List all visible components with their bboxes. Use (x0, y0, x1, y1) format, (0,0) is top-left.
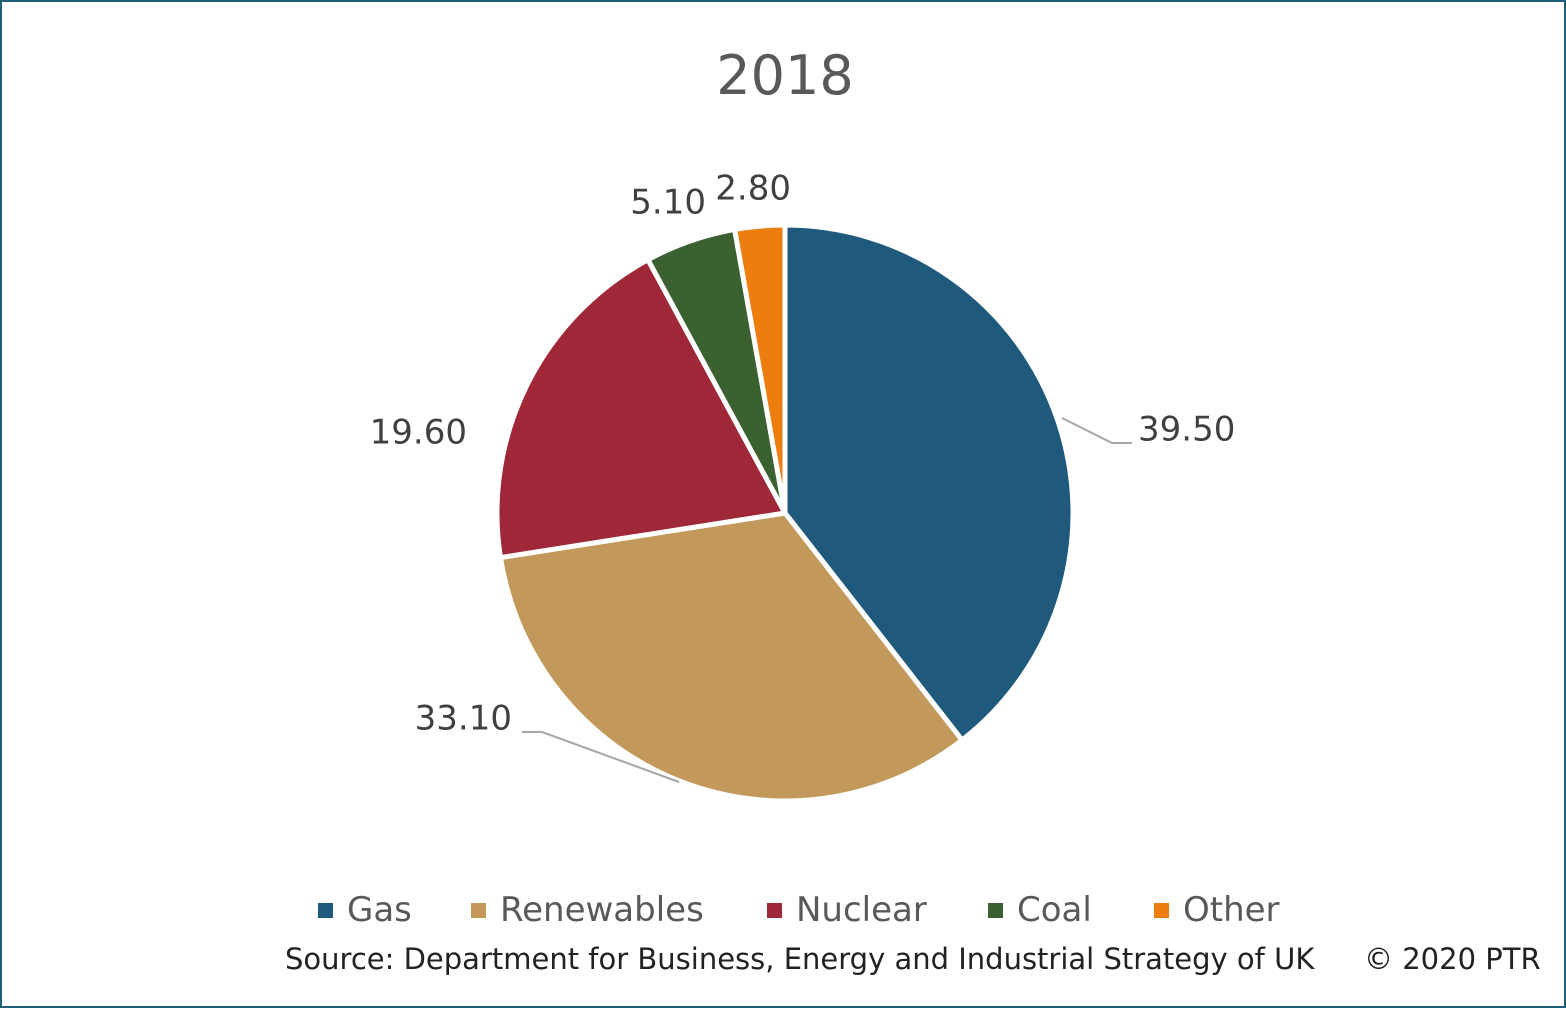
pie-slice-nuclear (494, 257, 788, 561)
leader-line-gas (1061, 417, 1132, 444)
legend-item-gas: Gas (318, 886, 412, 934)
chart-title: 2018 (716, 44, 854, 107)
legend-item-other: Other (1154, 886, 1280, 934)
data-label-coal: 5.10 (630, 183, 706, 223)
leader-line-renewables (522, 731, 680, 783)
pie-slice-renewables (497, 510, 965, 804)
legend-item-nuclear: Nuclear (767, 886, 927, 934)
pie-slice-gas (782, 222, 1076, 743)
legend-swatch-other (1154, 902, 1169, 918)
data-label-gas: 39.50 (1138, 410, 1235, 450)
legend-swatch-renewables (471, 902, 486, 918)
legend-label-nuclear: Nuclear (796, 890, 927, 930)
legend-swatch-gas (318, 902, 333, 918)
legend-label-other: Other (1183, 890, 1280, 930)
legend-swatch-coal (988, 902, 1003, 918)
pie-slice-other (732, 222, 788, 516)
data-label-nuclear: 19.60 (370, 413, 467, 453)
data-label-other: 2.80 (715, 169, 791, 209)
legend-label-renewables: Renewables (500, 890, 704, 930)
legend-item-coal: Coal (988, 886, 1092, 934)
legend-item-renewables: Renewables (471, 886, 704, 934)
legend-label-coal: Coal (1017, 890, 1092, 930)
chart-legend: Gas Renewables Nuclear Coal Other (2, 886, 1566, 936)
source-note: Source: Department for Business, Energy … (285, 942, 1315, 976)
copyright-note: © 2020 PTR (1364, 942, 1541, 976)
data-label-renewables: 33.10 (415, 699, 512, 739)
legend-swatch-nuclear (767, 902, 782, 918)
legend-label-gas: Gas (347, 890, 412, 930)
